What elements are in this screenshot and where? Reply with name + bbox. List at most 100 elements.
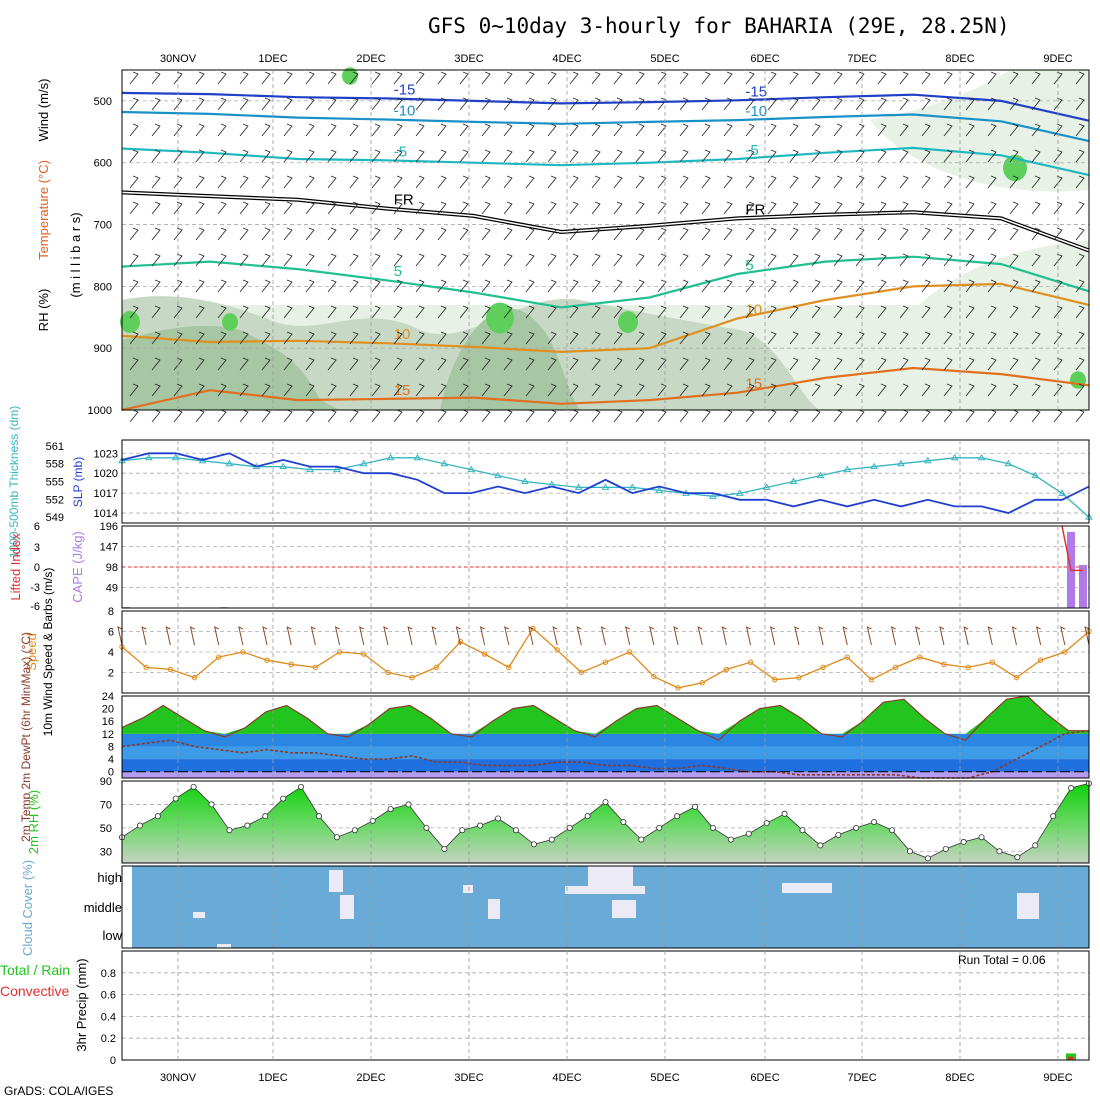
upper-wind-barb xyxy=(613,357,623,371)
upper-wind-barb xyxy=(415,331,425,345)
isotherm-label: -15 xyxy=(394,81,416,98)
upper-wind-barb xyxy=(701,305,711,319)
upper-wind-barb xyxy=(701,71,711,85)
upper-wind-barb xyxy=(591,409,601,423)
upper-wind-barb xyxy=(371,123,381,137)
upper-wind-barb xyxy=(525,357,535,371)
upper-wind-barb xyxy=(173,279,183,293)
upper-wind-barb xyxy=(943,409,953,423)
upper-wind-barb xyxy=(701,409,711,423)
upper-wind-barb xyxy=(173,175,183,189)
rh-blob-2 xyxy=(486,302,514,334)
upper-wind-barb xyxy=(129,279,139,293)
upper-wind-barb xyxy=(569,305,579,319)
cloud-gap xyxy=(217,944,231,948)
isotherm-label: 15 xyxy=(745,376,762,393)
upper-wind-barb xyxy=(899,97,909,111)
upper-wind-barb xyxy=(723,201,733,215)
date-label-bottom: 3DEC xyxy=(454,1072,483,1084)
thickness-marker xyxy=(386,453,395,461)
upper-wind-barb xyxy=(613,305,623,319)
upper-wind-barb xyxy=(899,279,909,293)
upper-wind-barb xyxy=(921,201,931,215)
upper-wind-barb xyxy=(283,97,293,111)
upper-wind-barb xyxy=(1031,175,1041,189)
upper-wind-barb xyxy=(305,357,315,371)
upper-wind-barb xyxy=(1031,97,1041,111)
upper-wind-barb xyxy=(1075,227,1085,241)
rh-marker xyxy=(190,783,197,790)
cloud-cover-panel: high middle low Cloud Cover (%) xyxy=(20,860,1089,956)
upper-wind-barb xyxy=(503,149,513,163)
upper-wind-barb xyxy=(173,123,183,137)
upper-wind-barb xyxy=(1053,253,1063,267)
upper-wind-barb xyxy=(965,227,975,241)
upper-wind-barb xyxy=(305,253,315,267)
upper-wind-barb xyxy=(987,383,997,397)
upper-wind-barb xyxy=(855,279,865,293)
upper-wind-barb xyxy=(261,175,271,189)
upper-wind-barb xyxy=(525,409,535,423)
upper-wind-barb xyxy=(481,253,491,267)
wind-barb xyxy=(334,626,341,646)
rh-area xyxy=(121,782,1090,864)
upper-wind-barb xyxy=(679,331,689,345)
upper-wind-barb xyxy=(305,97,315,111)
upper-wind-barb xyxy=(1053,357,1063,371)
upper-wind-barb xyxy=(239,71,249,85)
upper-wind-barb xyxy=(921,227,931,241)
rh-marker xyxy=(495,815,502,822)
upper-wind-barb xyxy=(151,71,161,85)
rh-marker xyxy=(620,819,627,826)
upper-wind-barb xyxy=(173,201,183,215)
rh-marker xyxy=(727,836,734,843)
upper-wind-barb xyxy=(459,71,469,85)
cloud-gap xyxy=(612,900,636,918)
upper-wind-barb xyxy=(1053,331,1063,345)
upper-wind-barb xyxy=(789,253,799,267)
upper-wind-barb xyxy=(635,279,645,293)
upper-wind-barb xyxy=(1053,97,1063,111)
upper-wind-barb xyxy=(503,409,513,423)
upper-wind-barb xyxy=(657,227,667,241)
upper-wind-barb xyxy=(503,331,513,345)
upper-wind-barb xyxy=(305,149,315,163)
upper-wind-barb xyxy=(767,123,777,137)
upper-wind-barb xyxy=(217,201,227,215)
upper-wind-barb xyxy=(525,305,535,319)
upper-wind-barb xyxy=(437,331,447,345)
wind-barb xyxy=(359,626,365,646)
wind-speed-marker xyxy=(917,654,923,660)
upper-wind-barb xyxy=(767,175,777,189)
upper-wind-barb xyxy=(349,305,359,319)
cloud-axis-label: Cloud Cover (%) xyxy=(20,860,35,956)
upper-wind-barb xyxy=(393,357,403,371)
upper-wind-barb xyxy=(173,227,183,241)
upper-wind-barb xyxy=(965,201,975,215)
cloud-level-label: middle xyxy=(84,900,122,915)
upper-wind-barb xyxy=(327,357,337,371)
run-total-label: Run Total = 0.06 xyxy=(958,953,1046,967)
upper-wind-barb xyxy=(899,201,909,215)
panel-frame-cloud xyxy=(121,865,1090,949)
thickness-marker xyxy=(601,483,610,490)
panel-frame-slp xyxy=(121,439,1090,524)
rh-marker xyxy=(477,822,484,829)
wind-barb xyxy=(552,626,558,646)
thickness-tick-label: 555 xyxy=(46,477,64,489)
pressure-axis-label: (m i l l i b a r s) xyxy=(68,212,83,297)
upper-wind-barb xyxy=(987,331,997,345)
upper-wind-barb xyxy=(261,305,271,319)
wind-speed-marker xyxy=(240,649,246,655)
wind-barb xyxy=(939,626,945,646)
wind-speed-marker xyxy=(892,664,899,671)
upper-wind-barb xyxy=(899,331,909,345)
upper-wind-barb xyxy=(877,201,887,215)
upper-wind-barb xyxy=(503,97,513,111)
rh-marker xyxy=(1050,813,1057,820)
upper-wind-barb xyxy=(305,279,315,293)
upper-wind-barb xyxy=(921,149,931,163)
upper-wind-barb xyxy=(1031,149,1041,163)
upper-wind-barb xyxy=(459,149,469,163)
upper-wind-barb xyxy=(371,201,381,215)
